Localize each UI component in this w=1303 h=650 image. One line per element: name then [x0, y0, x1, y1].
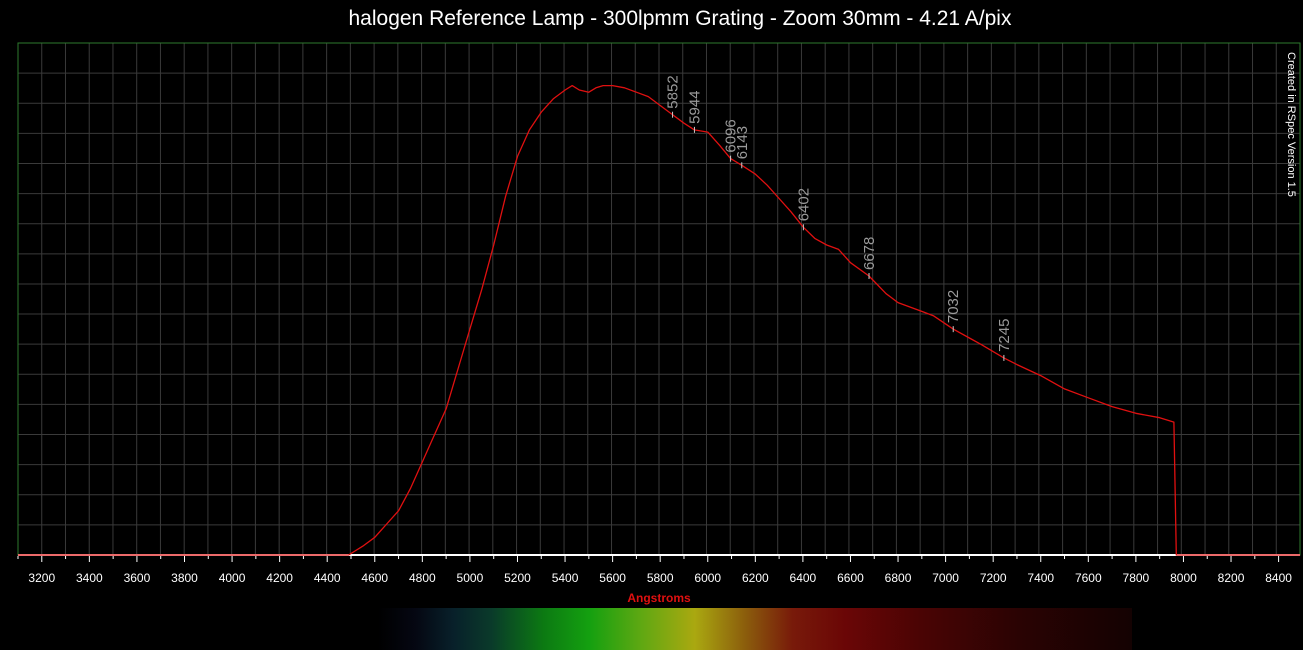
x-tick-label: 5400	[552, 571, 579, 585]
x-tick-label: 7000	[932, 571, 959, 585]
x-tick-label: 5000	[457, 571, 484, 585]
x-tick-label: 6200	[742, 571, 769, 585]
annotation-label: 5852	[665, 75, 682, 108]
x-tick-label: 7400	[1027, 571, 1054, 585]
x-tick-label: 5800	[647, 571, 674, 585]
x-axis-label: Angstroms	[627, 591, 691, 605]
annotation-label: 7032	[945, 290, 962, 323]
x-tick-label: 6400	[790, 571, 817, 585]
x-tick-label: 4400	[314, 571, 341, 585]
x-tick-label: 8400	[1265, 571, 1292, 585]
x-tick-label: 8000	[1170, 571, 1197, 585]
annotation-label: 6678	[861, 237, 878, 270]
x-tick-label: 5600	[599, 571, 626, 585]
annotation-label: 7245	[996, 319, 1013, 352]
x-axis: 3200 3400 3600 3800 4000 4200 4400 4600 4800 5000…	[17, 556, 1292, 585]
x-tick-label: 3600	[124, 571, 151, 585]
x-tick-label: 6000	[694, 571, 721, 585]
x-tick-label: 4000	[219, 571, 246, 585]
x-tick-label: 4800	[409, 571, 436, 585]
x-tick-label: 4600	[361, 571, 388, 585]
annotation-label: 6143	[734, 126, 751, 159]
annotation-label: 6402	[795, 188, 812, 221]
x-tick-label: 5200	[504, 571, 531, 585]
x-tick-label: 3200	[28, 571, 55, 585]
x-tick-label: 3400	[76, 571, 103, 585]
spectrum-colorbar	[378, 608, 1132, 650]
x-tick-label: 3800	[171, 571, 198, 585]
x-tick-label: 7600	[1075, 571, 1102, 585]
annotation-label: 6096	[723, 119, 740, 152]
x-tick-label: 6800	[885, 571, 912, 585]
grid	[18, 43, 1300, 555]
x-tick-label: 7800	[1123, 571, 1150, 585]
annotation-label: 5944	[686, 90, 703, 123]
x-tick-label: 7200	[980, 571, 1007, 585]
x-tick-label: 8200	[1218, 571, 1245, 585]
credit-text: Created in RSpec Version 1.5	[1285, 52, 1297, 197]
x-tick-label: 6600	[837, 571, 864, 585]
chart-title: halogen Reference Lamp - 300lpmm Grating…	[349, 7, 1012, 30]
x-tick-label: 4200	[266, 571, 293, 585]
